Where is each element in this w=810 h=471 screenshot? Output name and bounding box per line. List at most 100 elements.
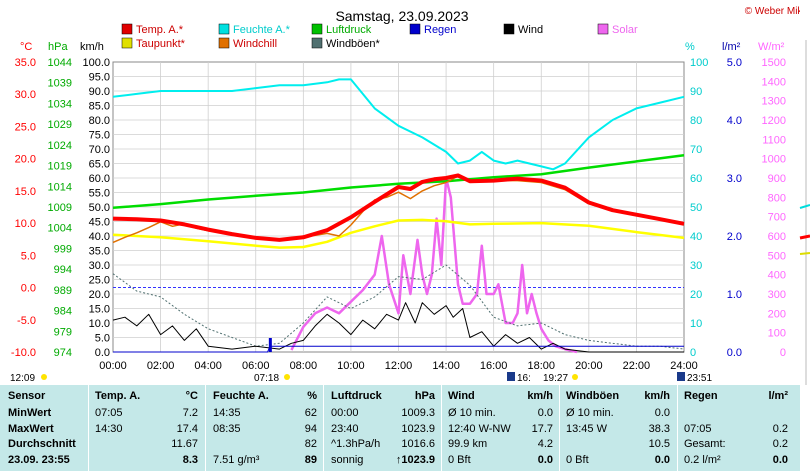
hpa-tick: 974	[54, 347, 72, 359]
legend-swatch	[218, 23, 230, 35]
stats-cell: 89	[304, 454, 317, 466]
rain-unit-label: l/m²	[722, 41, 741, 53]
stats-cell: 0.0	[772, 454, 788, 466]
kmh-tick: 100.0	[82, 57, 110, 69]
rain-tick: 1.0	[727, 289, 742, 301]
stats-cell: 07:05	[95, 407, 123, 419]
solar-tick: 400	[768, 270, 786, 282]
stats-cell: 94	[304, 423, 317, 435]
stats-cell: Ø 10 min.	[448, 407, 496, 419]
credit-label: © Weber Mike	[745, 6, 809, 17]
temp-tick: -10.0	[11, 347, 36, 359]
hpa-tick: 979	[54, 326, 72, 338]
x-tick: 02:00	[147, 360, 175, 372]
solar-tick: 1300	[762, 96, 786, 108]
stats-cell: 11.67	[171, 438, 198, 450]
pct-tick: 10	[690, 318, 702, 330]
x-tick: 16:00	[480, 360, 508, 372]
kmh-tick: 50.0	[89, 202, 110, 214]
x-tick: 08:00	[290, 360, 318, 372]
kmh-tick: 5.0	[95, 333, 110, 345]
sunrise-icon	[284, 374, 290, 380]
stats-header-cell: °C	[185, 390, 198, 402]
legend-swatch	[218, 37, 230, 49]
legend-swatch	[311, 23, 323, 35]
stats-cell: 62	[304, 407, 317, 419]
solar-tick: 900	[768, 173, 786, 185]
x-tick: 20:00	[575, 360, 603, 372]
solar-tick: 1500	[762, 57, 786, 69]
kmh-tick: 90.0	[89, 86, 110, 98]
solar-tick: 0	[780, 347, 786, 359]
x-tick: 22:00	[623, 360, 651, 372]
x-tick: 18:00	[527, 360, 555, 372]
legend-label: Wind	[518, 24, 543, 36]
stats-header-cell: Luftdruck	[331, 390, 382, 402]
temp-tick: -5.0	[17, 315, 36, 327]
temperature-line	[112, 173, 685, 242]
day-start-time: 12:09	[10, 373, 35, 384]
legend-label: Windböen*	[326, 38, 381, 50]
kmh-unit-label: km/h	[80, 41, 104, 53]
pct-tick: 40	[690, 231, 702, 243]
stats-cell: Gesamt:	[684, 438, 726, 450]
legend-swatch	[311, 37, 323, 49]
wind-line	[112, 302, 684, 353]
legend-swatch	[503, 23, 515, 35]
solar-tick: 1000	[762, 154, 786, 166]
kmh-tick: 20.0	[89, 289, 110, 301]
pct-tick: 50	[690, 202, 702, 214]
stats-header-cell: km/h	[527, 390, 553, 402]
pct-tick: 90	[690, 86, 702, 98]
x-tick: 24:00	[670, 360, 698, 372]
hpa-tick: 989	[54, 285, 72, 297]
temp-tick: 5.0	[21, 250, 36, 262]
kmh-tick: 45.0	[89, 217, 110, 229]
stats-cell: 23.09. 23:55	[8, 454, 70, 466]
stats-cell: 8.3	[182, 454, 198, 466]
stats-cell: 0.2	[772, 423, 788, 435]
sunrise-time: 07:18	[254, 373, 279, 384]
stats-cell: 0.0	[537, 407, 553, 419]
legend-label: Solar	[612, 24, 638, 36]
solar-tick: 1200	[762, 115, 786, 127]
stats-header-cell: Temp. A.	[95, 390, 141, 402]
temp-tick: 10.0	[15, 218, 36, 230]
hpa-tick: 1044	[48, 57, 72, 69]
solar-tick: 800	[768, 192, 786, 204]
hpa-tick: 1039	[48, 78, 72, 90]
hpa-tick: 1014	[48, 181, 72, 193]
legend-swatch	[121, 23, 133, 35]
hpa-tick: 1029	[48, 119, 72, 131]
kmh-tick: 35.0	[89, 246, 110, 258]
stats-cell: ↑1023.9	[395, 454, 435, 466]
hpa-tick: 1004	[48, 223, 72, 235]
stats-cell: 17.4	[176, 423, 198, 435]
solar-tick: 1100	[762, 134, 786, 146]
x-tick: 06:00	[242, 360, 270, 372]
stats-cell: MinWert	[8, 407, 52, 419]
solar-tick: 300	[768, 289, 786, 301]
stats-header-cell: Wind	[448, 390, 475, 402]
rain-tick: 2.0	[727, 231, 742, 243]
kmh-tick: 40.0	[89, 231, 110, 243]
rain-line	[113, 345, 684, 353]
stats-header-cell: l/m²	[768, 390, 788, 402]
hpa-tick: 994	[54, 264, 72, 276]
humidity-line	[112, 78, 685, 171]
statistics-table: Sensor Temp. A. °C Feuchte A.% Luftdruck hPa W…	[0, 385, 800, 471]
pct-tick: 30	[690, 260, 702, 272]
temp-tick: 30.0	[15, 89, 36, 101]
legend-label: Windchill	[233, 38, 277, 50]
pct-tick: 60	[690, 173, 702, 185]
pct-tick: 80	[690, 115, 702, 127]
stats-cell: 1016.6	[401, 438, 435, 450]
stats-separator	[677, 385, 678, 471]
stats-cell: 99.9 km	[448, 438, 488, 450]
moon-time: 16:	[517, 373, 531, 384]
stats-cell: 23:40	[331, 423, 359, 435]
stats-cell: 0.2 l/m²	[684, 454, 721, 466]
dewpoint-line	[112, 218, 685, 249]
stats-cell: 4.2	[537, 438, 553, 450]
hpa-tick: 1009	[48, 202, 72, 214]
